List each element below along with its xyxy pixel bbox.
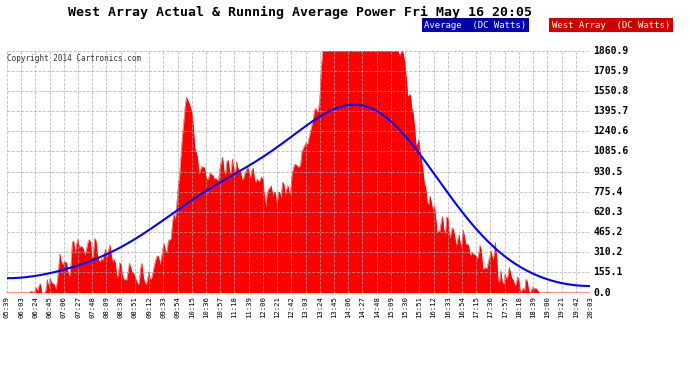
Text: 13:24: 13:24: [317, 296, 323, 318]
Text: 18:39: 18:39: [530, 296, 536, 318]
Text: 18:18: 18:18: [516, 296, 522, 318]
Text: 15:09: 15:09: [388, 296, 394, 318]
Text: 10:36: 10:36: [203, 296, 209, 318]
Text: 310.2: 310.2: [593, 247, 623, 257]
Text: 11:39: 11:39: [246, 296, 252, 318]
Text: 11:18: 11:18: [231, 296, 237, 318]
Text: 13:03: 13:03: [302, 296, 308, 318]
Text: 06:03: 06:03: [18, 296, 24, 318]
Text: 12:00: 12:00: [260, 296, 266, 318]
Text: 19:00: 19:00: [544, 296, 551, 318]
Text: 08:30: 08:30: [118, 296, 124, 318]
Text: 1705.9: 1705.9: [593, 66, 629, 76]
Text: 1085.6: 1085.6: [593, 146, 629, 156]
Text: 12:21: 12:21: [274, 296, 280, 318]
Text: 07:06: 07:06: [61, 296, 67, 318]
Text: 465.2: 465.2: [593, 227, 623, 237]
Text: 15:51: 15:51: [416, 296, 422, 318]
Text: 19:42: 19:42: [573, 296, 579, 318]
Text: 08:51: 08:51: [132, 296, 138, 318]
Text: 09:33: 09:33: [160, 296, 166, 318]
Text: 13:45: 13:45: [331, 296, 337, 318]
Text: 14:27: 14:27: [359, 296, 366, 318]
Text: 14:06: 14:06: [345, 296, 351, 318]
Text: 09:54: 09:54: [175, 296, 181, 318]
Text: West Array  (DC Watts): West Array (DC Watts): [552, 21, 670, 30]
Text: 07:27: 07:27: [75, 296, 81, 318]
Text: 16:12: 16:12: [431, 296, 437, 318]
Text: 09:12: 09:12: [146, 296, 152, 318]
Text: 620.3: 620.3: [593, 207, 623, 217]
Text: Average  (DC Watts): Average (DC Watts): [424, 21, 526, 30]
Text: 0.0: 0.0: [593, 288, 611, 297]
Text: 14:48: 14:48: [374, 296, 380, 318]
Text: 10:15: 10:15: [189, 296, 195, 318]
Text: 15:30: 15:30: [402, 296, 408, 318]
Text: 17:57: 17:57: [502, 296, 508, 318]
Text: 20:03: 20:03: [587, 296, 593, 318]
Text: 17:15: 17:15: [473, 296, 479, 318]
Text: 1550.8: 1550.8: [593, 86, 629, 96]
Text: West Array Actual & Running Average Power Fri May 16 20:05: West Array Actual & Running Average Powe…: [68, 6, 532, 19]
Text: 06:45: 06:45: [46, 296, 52, 318]
Text: 12:42: 12:42: [288, 296, 295, 318]
Text: 16:54: 16:54: [459, 296, 465, 318]
Text: 1395.7: 1395.7: [593, 106, 629, 116]
Text: 1240.6: 1240.6: [593, 126, 629, 136]
Text: Copyright 2014 Cartronics.com: Copyright 2014 Cartronics.com: [7, 54, 141, 63]
Text: 06:24: 06:24: [32, 296, 39, 318]
Text: 775.4: 775.4: [593, 187, 623, 197]
Text: 07:48: 07:48: [89, 296, 95, 318]
Text: 08:09: 08:09: [104, 296, 110, 318]
Text: 16:33: 16:33: [445, 296, 451, 318]
Text: 17:36: 17:36: [487, 296, 493, 318]
Text: 19:21: 19:21: [558, 296, 564, 318]
Text: 930.5: 930.5: [593, 166, 623, 177]
Text: 05:39: 05:39: [4, 296, 10, 318]
Text: 10:57: 10:57: [217, 296, 223, 318]
Text: 155.1: 155.1: [593, 267, 623, 278]
Text: 1860.9: 1860.9: [593, 46, 629, 56]
